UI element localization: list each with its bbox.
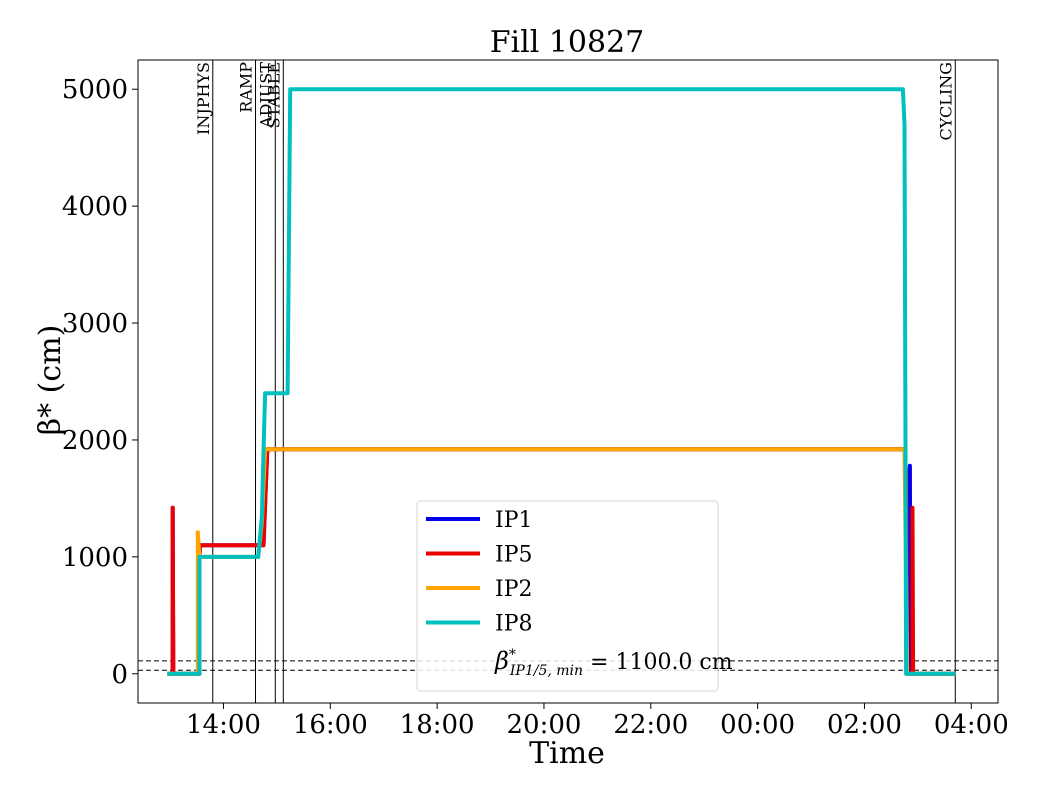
axes-frame (137, 59, 999, 704)
legend: IP1 IP5 IP2 IP8 β* IP1/5, min = 1100.0 cm (416, 500, 733, 692)
legend-label: IP1 (495, 508, 533, 533)
x-tick-label: 20:00 (506, 710, 581, 740)
x-tick-label: 02:00 (827, 710, 902, 740)
y-tick-label: 1000 (62, 543, 128, 573)
mode-label: CYCLING (936, 62, 955, 141)
y-tick-label: 0 (111, 660, 128, 690)
legend-label: IP5 (495, 543, 533, 568)
y-tick-label: 5000 (62, 75, 128, 105)
x-tick-label: 18:00 (400, 710, 475, 740)
x-tick-label: 22:00 (613, 710, 688, 740)
x-tick-label: 16:00 (293, 710, 368, 740)
legend-label: IP8 (495, 612, 533, 637)
mode-label: ADJUST (256, 62, 275, 129)
series-line-ip8 (167, 87, 956, 676)
series-line-ip5 (167, 447, 956, 676)
series-group (167, 87, 956, 676)
legend-box (416, 500, 719, 692)
chart-title: Fill 10827 (490, 25, 645, 60)
x-tick-label: 00:00 (720, 710, 795, 740)
mode-label: RAMP (237, 62, 256, 113)
x-tick-label: 14:00 (186, 710, 261, 740)
y-tick-label: 2000 (62, 426, 128, 456)
y-tick-label: 3000 (62, 309, 128, 339)
y-tick-label: 4000 (62, 192, 128, 222)
x-axis-label: Time (529, 736, 605, 771)
y-axis-label: β* (cm) (33, 325, 68, 436)
plot-area: 0 1000 2000 3000 4000 5000 14:00 16:00 18:00 20:0… (62, 59, 1009, 740)
mode-label: INJPHYS (194, 62, 213, 135)
legend-label-beta-min: β* IP1/5, min = 1100.0 cm (494, 647, 733, 679)
mode-label: STABLE (264, 62, 283, 128)
legend-label: IP2 (495, 577, 533, 602)
x-tick-label: 04:00 (934, 710, 1009, 740)
